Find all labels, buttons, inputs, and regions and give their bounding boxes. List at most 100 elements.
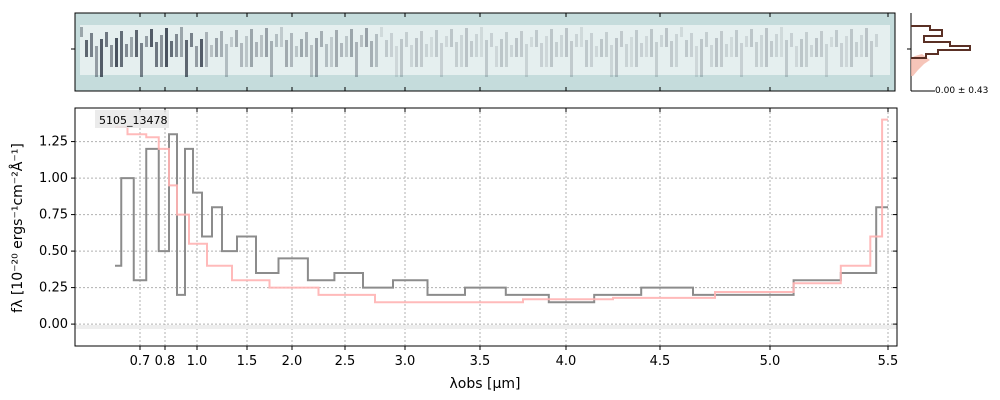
spectrum-2d-pixel — [265, 28, 268, 57]
spectrum-2d-pixel — [320, 31, 323, 47]
spectrum-2d-pixel — [655, 42, 658, 77]
y-tick-label: 0.50 — [39, 244, 68, 259]
spectrum-2d-pixel — [760, 35, 763, 67]
spectrum-2d-pixel — [140, 43, 143, 77]
spectrum-2d-pixel — [255, 42, 258, 57]
spectrum-2d-pixel — [300, 39, 303, 57]
spectrum-2d-pixel — [730, 37, 733, 57]
spectrum-2d-pixel — [840, 43, 843, 67]
spectrum-2d-pixel — [805, 32, 808, 67]
spectrum-2d-pixel — [650, 29, 653, 57]
spectrum-2d-pixel — [565, 28, 568, 57]
spectrum-2d-pixel — [695, 46, 698, 77]
spectrum-2d-panel — [71, 12, 911, 92]
spectrum-2d-pixel — [785, 40, 788, 77]
spectrum-2d-pixel — [290, 33, 293, 67]
spectrum-2d-pixel — [220, 31, 223, 57]
y-axis-label: fλ [10⁻²⁰ ergs⁻¹cm⁻²Å⁻¹] — [9, 143, 26, 313]
spectrum-2d-pixel — [360, 35, 363, 47]
spectrum-2d-pixel — [370, 41, 373, 67]
spectrum-2d-pixel — [860, 35, 863, 57]
spectrum-2d-pixel — [205, 32, 208, 67]
object-label-box — [95, 110, 169, 128]
spectrum-2d-pixel — [870, 41, 873, 77]
spectrum-2d-pixel — [700, 39, 703, 77]
spectrum-2d-frame — [74, 12, 896, 92]
spectrum-2d-pixel — [720, 31, 723, 67]
x-tick-label: 4.0 — [556, 354, 577, 369]
spectrum-2d-pixel — [235, 30, 238, 47]
spectrum-1d-panel: 0.7 0.8 1.0 1.5 2.0 2.5 3.0 3.5 4.0 4.5 5.0 5.5 0.0… — [39, 107, 898, 369]
spectrum-2d-pixel — [115, 38, 118, 67]
x-tick-label: 2.0 — [282, 354, 303, 369]
spectrum-2d-pixel — [135, 30, 138, 57]
spectrum-2d-pixel — [670, 41, 673, 67]
spectrum-2d-pixel — [535, 30, 538, 47]
spectrum-2d-pixel — [850, 29, 853, 67]
side-histogram-panel: 0.00 ± 0.43 — [910, 13, 988, 96]
spectrum-2d-pixel — [130, 37, 133, 57]
spectrum-2d-pixel — [375, 34, 378, 67]
spectrum-2d-pixel — [500, 39, 503, 67]
spectrum-2d-pixel — [280, 27, 283, 47]
spectrum-2d-pixel — [145, 36, 148, 47]
spectrum-2d-pixel — [835, 30, 838, 47]
spectrum-2d-pixel — [685, 40, 688, 57]
spectrum-2d-pixel — [635, 30, 638, 67]
spectrum-2d-pixel — [160, 35, 163, 67]
x-tick-label: 3.5 — [470, 354, 491, 369]
spectrum-2d-pixel — [460, 35, 463, 67]
spectrum-2d-pixel — [750, 29, 753, 47]
spectrum-2d-pixel — [365, 28, 368, 47]
spectrum-2d-pixel — [325, 44, 328, 67]
spectrum-2d-pixel — [620, 31, 623, 47]
spectrum-2d-pixel — [390, 33, 393, 57]
spectrum-2d-pixel — [285, 40, 288, 67]
spectrum-2d-pixel — [665, 28, 668, 47]
spectrum-2d-pixel — [510, 45, 513, 57]
spectrum-2d-pixel — [830, 37, 833, 47]
spectrum-2d-pixel — [625, 44, 628, 67]
spectrum-2d-pixel — [645, 36, 648, 57]
spectrum-2d-pixel — [575, 34, 578, 47]
spectrum-2d-pixel — [275, 34, 278, 47]
spectrum-2d-pixel — [710, 45, 713, 67]
spectrum-2d-pixel — [505, 32, 508, 67]
histogram-line — [911, 25, 971, 59]
plot-frame — [74, 107, 898, 347]
spectrum-2d-pixel — [820, 31, 823, 57]
spectrum-2d-pixel — [590, 33, 593, 67]
spectrum-2d-pixel — [610, 45, 613, 77]
x-tick-label: 0.7 — [130, 354, 151, 369]
spectrum-2d-pixel — [455, 42, 458, 67]
spectrum-2d-trace — [80, 25, 890, 75]
spectrum-2d-pixel — [800, 39, 803, 67]
spectrum-2d-pixel — [440, 43, 443, 77]
spectrum-2d-pixel — [680, 27, 683, 37]
spectrum-2d-pixel — [855, 42, 858, 57]
spectrum-2d-pixel — [605, 32, 608, 57]
spectrum-2d-pixel — [520, 31, 523, 57]
spectrum-2d-pixel — [705, 32, 708, 47]
spectrum-2d-pixel — [780, 27, 783, 57]
x-tick-label: 4.5 — [650, 354, 671, 369]
spectrum-2d-pixel — [260, 35, 263, 57]
spectrum-2d-pixel — [230, 37, 233, 47]
spectrum-2d-pixel — [540, 43, 543, 67]
side-panel-label: 0.00 ± 0.43 — [935, 86, 988, 96]
spectrum-2d-pixel — [450, 29, 453, 47]
spectrum-2d-pixel — [185, 40, 188, 77]
spectrum-2d-pixel — [420, 31, 423, 67]
spectrum-2d-pixel — [225, 44, 228, 77]
spectrum-2d-pixel — [210, 45, 213, 57]
spectrum-2d-pixel — [335, 30, 338, 67]
spectrum-2d-pixel — [310, 45, 313, 77]
spectrum-2d-pixel — [355, 42, 358, 77]
spectrum-2d-pixel — [200, 39, 203, 67]
spectrum-2d-pixel — [110, 45, 113, 67]
spectrum-2d-pixel — [545, 36, 548, 67]
spectrum-2d-pixel — [795, 46, 798, 67]
spectrum-2d-pixel — [495, 46, 498, 67]
spectrum-2d-pixel — [155, 42, 158, 67]
